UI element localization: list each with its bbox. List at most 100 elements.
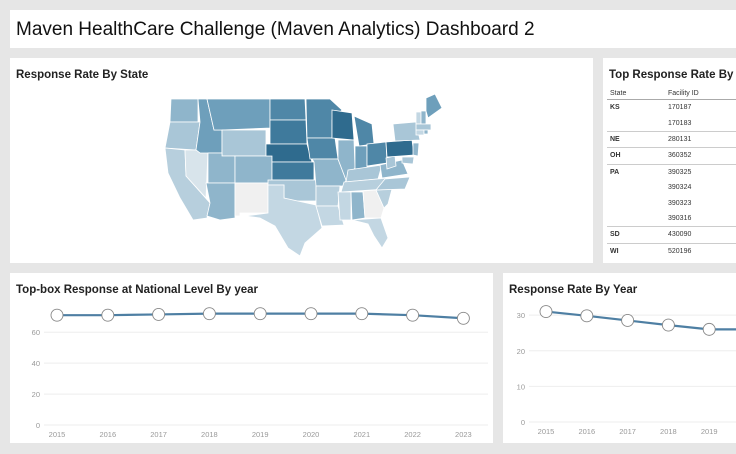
state-NC [375,176,411,191]
cell-state [607,211,665,227]
state-KS [271,161,315,181]
table-row[interactable]: PA 390325 [607,163,736,180]
x-tick-label: 2022 [404,430,421,439]
state-WI [331,109,355,141]
state-UT [207,152,236,184]
table-row[interactable]: NE 280131 [607,130,736,148]
x-tick-label: 2019 [701,427,718,436]
state-NJ [412,142,420,157]
cell-state: OH [607,147,665,165]
state-WY [221,129,267,157]
state-AL [350,191,366,221]
facility-table: State Facility ID KS 170187 170183 NE 2801… [607,88,736,259]
table-row[interactable]: 390316 [607,211,736,227]
state-ME [425,93,443,119]
state-MS [337,191,352,221]
response-rate-panel: Response Rate By Year 0 10 20 30 2015 2016 201… [503,273,736,443]
response-rate-line-chart[interactable]: 0102030201520162017201820192020 [503,273,736,443]
dashboard-title: Maven HealthCare Challenge (Maven Analyt… [16,19,535,40]
state-IA [306,137,339,160]
y-tick-label: 10 [517,382,525,391]
y-tick-label: 20 [517,347,525,356]
x-tick-label: 2018 [660,427,677,436]
national-topbox-line-chart[interactable]: 0 20 40 60 2015 2016 2017 2018 2019 2020 2021 2022 2… [10,273,493,443]
table-row[interactable]: OH 360352 [607,147,736,165]
state-VT [415,111,422,125]
cell-state [607,180,665,195]
data-point [253,307,267,321]
state-OH [366,141,388,167]
state-RI [423,129,429,135]
state-NY [392,121,421,142]
data-point [304,307,318,321]
state-NE [265,143,313,163]
data-point [50,308,64,322]
y-tick-label: 0 [36,421,40,430]
state-PA [385,139,415,158]
cell-facility: 520196 [665,242,736,259]
table-row[interactable]: KS 170187 [607,99,736,116]
national-topbox-panel: Top-box Response at National Level By ye… [10,273,493,443]
x-tick-label: 2023 [455,430,472,439]
response-rate-chart-title: Response Rate By Year [509,284,638,296]
data-point [456,311,470,325]
table-row[interactable]: 170183 [607,115,736,131]
state-CO [234,155,273,184]
state-WA [169,98,199,123]
state-AZ [205,182,236,221]
cell-state: NE [607,130,665,148]
state-MT [206,98,271,131]
col-header-state: State [607,88,665,100]
state-IN [354,145,368,171]
data-point [661,318,675,332]
cell-facility: 390323 [668,199,692,207]
facility-table-title: Top Response Rate By Facility [609,69,736,81]
x-tick-label: 2021 [353,430,370,439]
x-tick-label: 2015 [49,430,66,439]
x-tick-label: 2015 [538,427,555,436]
state-SD [269,119,308,145]
x-tick-label: 2018 [201,430,218,439]
data-point [539,305,553,319]
state-NM [234,182,269,217]
x-tick-label: 2019 [252,430,269,439]
cell-facility: 430090 [665,226,736,244]
data-point [406,308,420,322]
x-tick-label: 2016 [578,427,595,436]
data-point [202,307,216,321]
cell-state [607,195,665,210]
y-tick-label: 30 [517,311,525,320]
cell-facility: 390324 [668,184,692,192]
cell-facility: 390325 [665,163,736,180]
facility-table-panel: Top Response Rate By Facility State Faci… [603,58,736,263]
cell-state: WI [607,242,665,259]
state-NH [420,110,427,125]
map-title: Response Rate By State [16,69,149,81]
cell-facility: 390316 [668,214,692,222]
y-tick-label: 60 [32,328,40,337]
table-row[interactable]: WI 520196 [607,242,736,259]
state-TX [244,184,323,257]
state-AR [315,185,341,207]
series-line [545,310,736,331]
data-point [580,309,594,323]
x-tick-label: 2020 [303,430,320,439]
cell-facility: 280131 [665,130,736,148]
table-row[interactable]: 390324 [607,180,736,195]
x-tick-label: 2016 [99,430,116,439]
data-point [702,322,716,336]
state-MI [353,115,375,147]
y-tick-label: 0 [521,418,525,427]
x-tick-label: 2017 [619,427,636,436]
table-row[interactable]: 390323 [607,195,736,210]
state-MD [401,156,415,165]
y-tick-label: 20 [32,390,40,399]
state-CT [415,129,425,136]
cell-state: SD [607,226,665,244]
state-LA [315,205,345,227]
state-ND [269,98,307,121]
state-map-panel: Response Rate By State [10,58,593,263]
table-row[interactable]: SD 430090 [607,226,736,244]
us-choropleth-map[interactable] [10,58,593,263]
y-tick-label: 40 [32,359,40,368]
